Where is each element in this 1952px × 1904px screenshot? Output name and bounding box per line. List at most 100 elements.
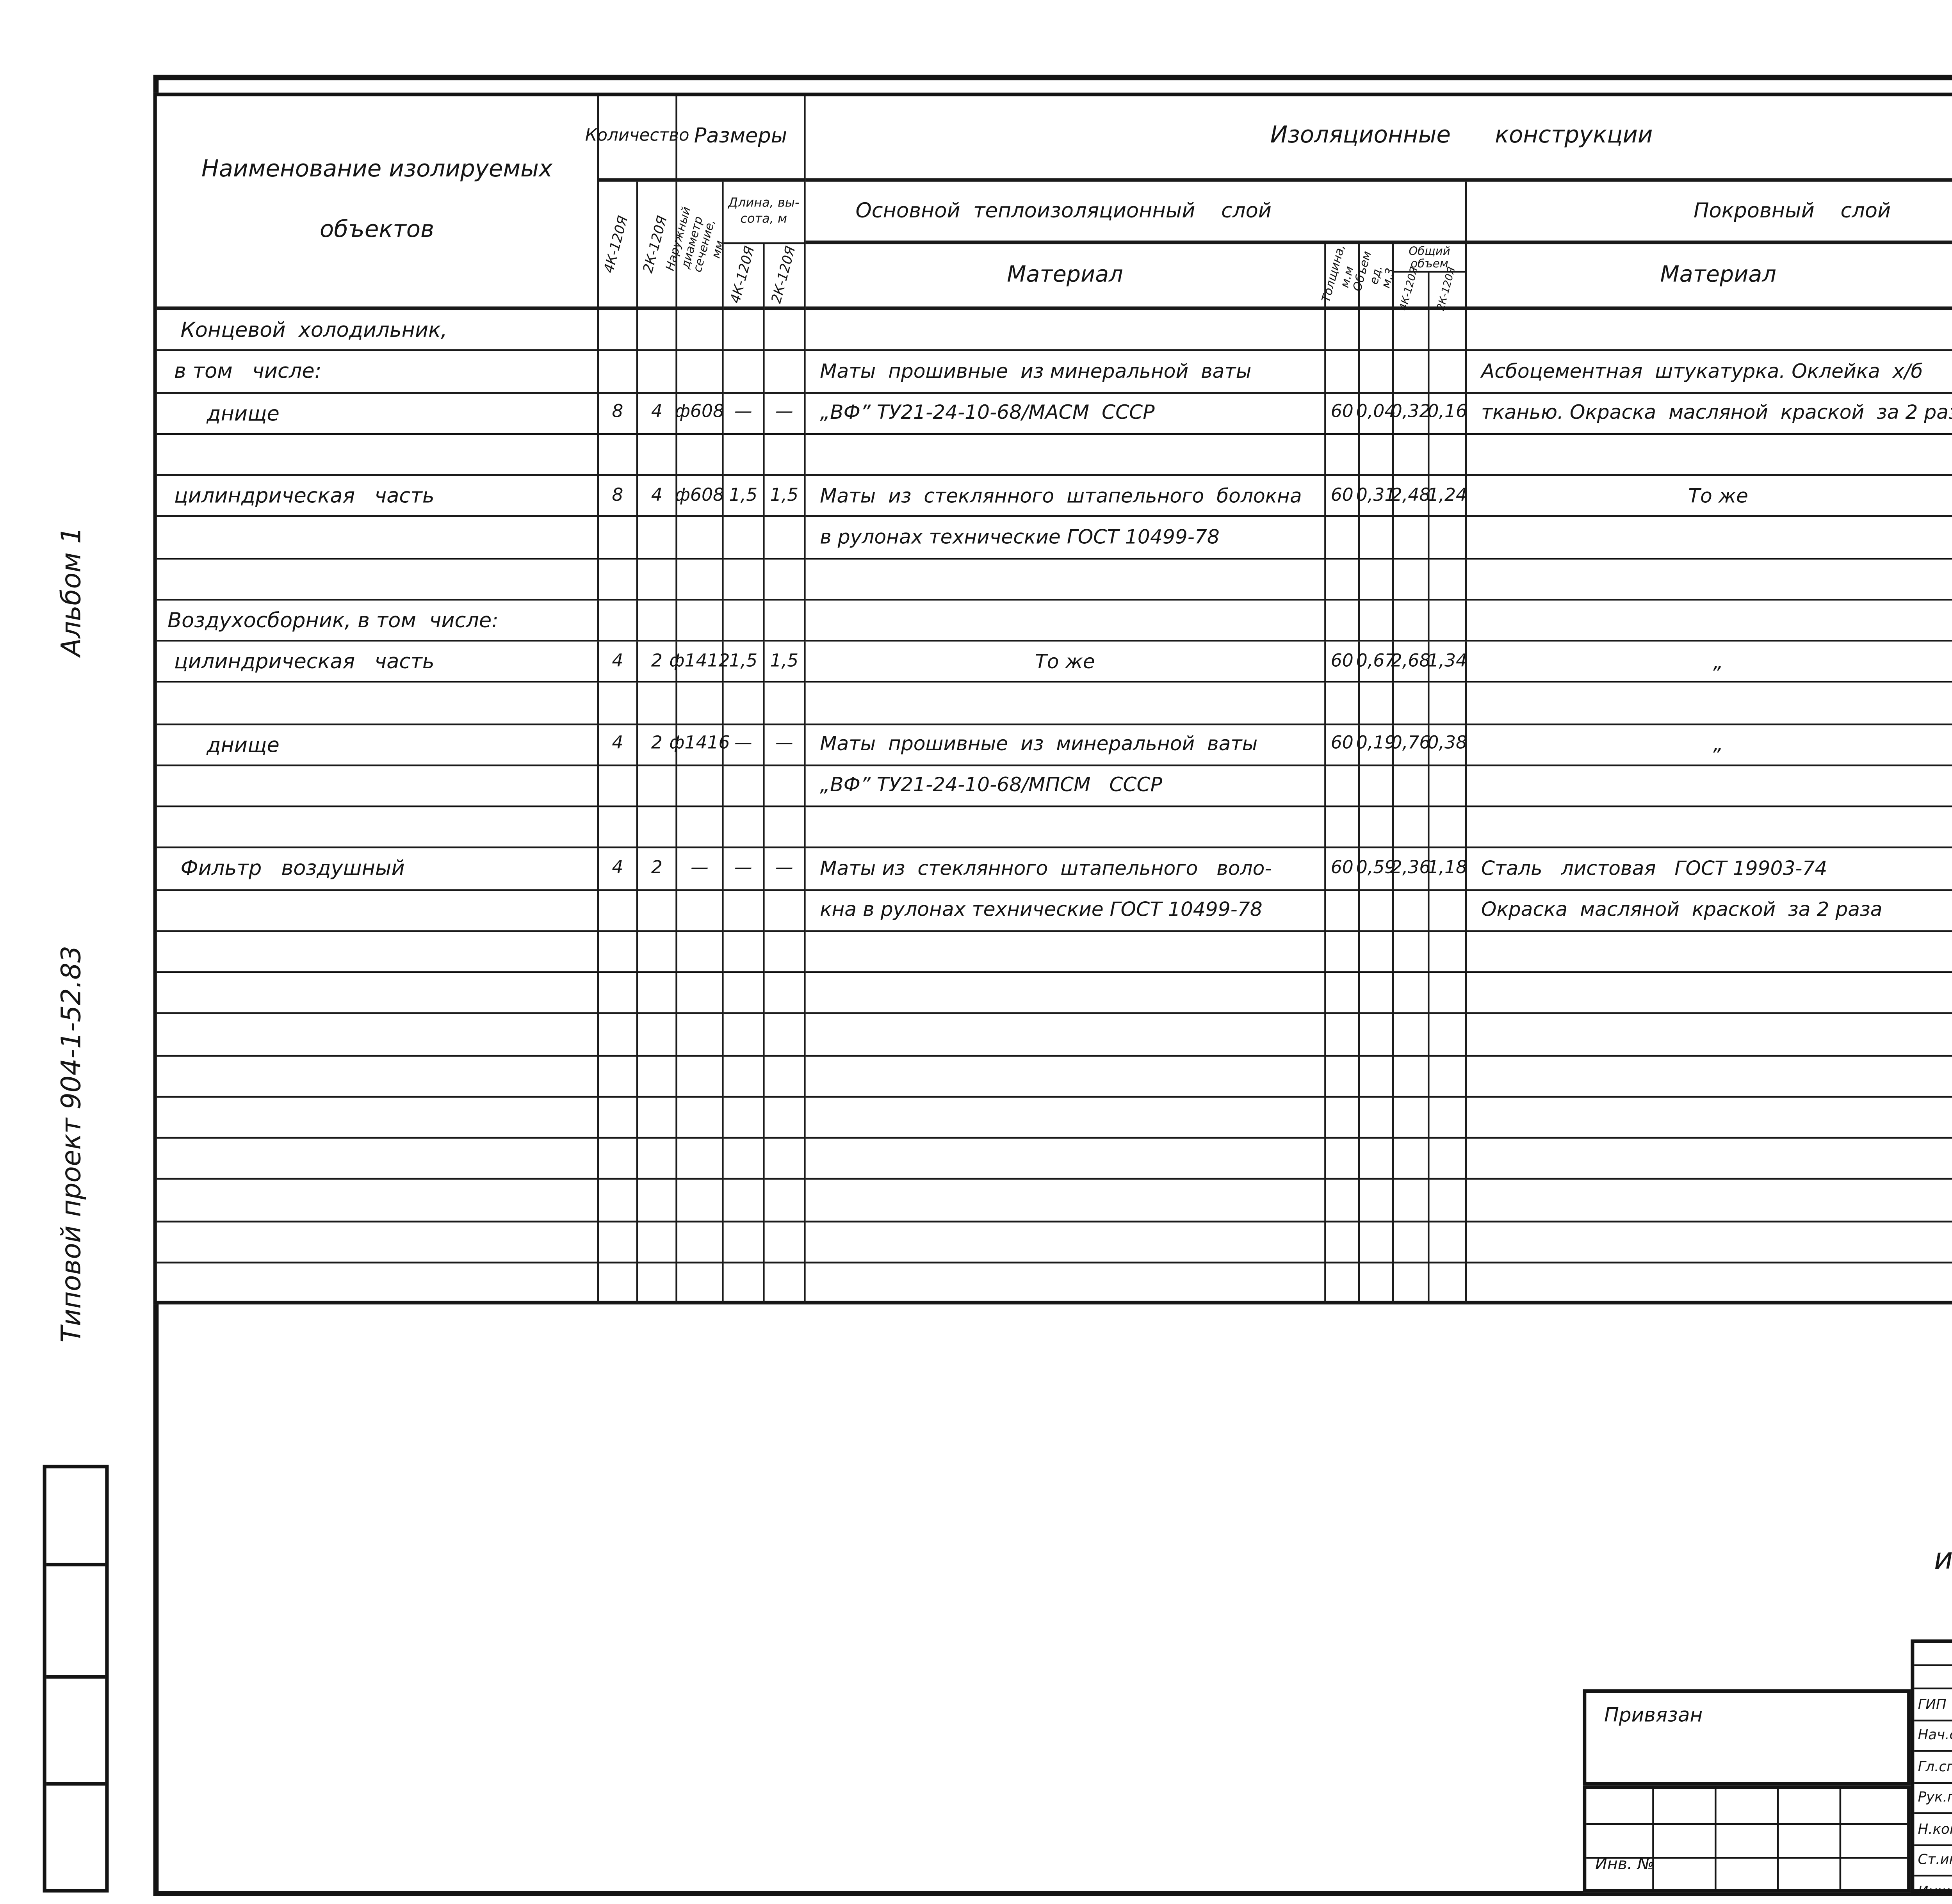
cell-dia-line-18 (677, 1014, 724, 1056)
cell-mat2-line-22 (1467, 1180, 1952, 1222)
cell-t1-line-24 (1326, 1263, 1360, 1304)
cell-mat1-line-12: „ВФ” ТУ21-24-10-68/МПСМ СССР (805, 766, 1326, 808)
cell-tv2-line-3: 0,16 (1427, 393, 1467, 434)
cell-tv2-line-16 (1429, 931, 1467, 973)
cell-q4-line-22 (599, 1180, 638, 1222)
cell-t1-line-1 (1326, 310, 1360, 352)
cell-t1-line-7 (1326, 559, 1360, 600)
cell-name-line-23 (157, 1221, 599, 1263)
cell-tv4-line-8 (1394, 600, 1430, 642)
cell-l2-line-8 (764, 600, 806, 642)
cell-mat2-line-24 (1467, 1263, 1952, 1304)
cell-tv2-line-11: 0,38 (1427, 724, 1467, 766)
cell-dia-line-11: ф1416 (669, 724, 730, 766)
cell-t1-line-9: 60 (1326, 641, 1360, 683)
cell-l4-line-14: — (723, 849, 765, 890)
cell-mat1-line-7 (805, 559, 1326, 600)
cell-l2-line-22 (764, 1180, 806, 1222)
col-header-quantity: Количество (585, 96, 689, 182)
cell-name-line-14: Фильтр воздушный (157, 849, 599, 890)
cell-mat1-line-17 (805, 973, 1326, 1014)
cell-q2-line-7 (638, 559, 677, 600)
cell-l4-line-18 (723, 1014, 765, 1056)
cell-mat2-line-19 (1467, 1056, 1952, 1098)
grid-line (1715, 1789, 1717, 1889)
cell-l4-line-8 (723, 600, 765, 642)
col-header-name: Наименование изолируемых объектов (157, 96, 599, 310)
cell-q4-line-18 (599, 1014, 638, 1056)
cell-mat1-line-23 (805, 1221, 1326, 1263)
cell-q2-line-19 (638, 1056, 677, 1098)
cell-q2-line-11: 2 (638, 724, 677, 766)
cell-l4-line-21 (723, 1139, 765, 1180)
cell-dia-line-2 (677, 351, 724, 393)
cell-mat1-line-21 (805, 1139, 1326, 1180)
col-header-thickness-main: Толщина, м.м (1320, 243, 1360, 310)
cell-v1-line-13 (1360, 807, 1394, 849)
cell-q4-line-20 (599, 1097, 638, 1139)
cell-dia-line-24 (677, 1263, 724, 1304)
cell-q4-line-5: 8 (599, 475, 638, 518)
insulation-table: Наименование изолируемых объектов Количе… (153, 93, 1952, 1304)
cell-v1-line-14: 0,59 (1356, 849, 1396, 890)
cell-tv2-line-14: 1,18 (1427, 849, 1467, 890)
cell-q2-line-4 (638, 434, 677, 476)
cell-t1-line-5: 60 (1326, 475, 1360, 518)
cell-t1-line-10 (1326, 683, 1360, 724)
cell-t1-line-14: 60 (1326, 849, 1360, 890)
cell-tv2-line-12 (1429, 766, 1467, 808)
cell-l2-line-5: 1,5 (764, 475, 806, 518)
title-block-note-left: Привязан (1583, 1689, 1911, 1786)
sig-role (1914, 1643, 1952, 1664)
cell-dia-line-14: — (677, 849, 724, 890)
cell-mat2-line-18 (1467, 1014, 1952, 1056)
margin-stamp-boxes (43, 1464, 109, 1893)
tv-4k-text: 4К-120Я (1399, 266, 1421, 313)
cell-mat2-line-3: тканью. Окраска масляной краской за 2 ра… (1467, 393, 1952, 434)
cell-v1-line-24 (1360, 1263, 1394, 1304)
cell-tv4-line-15 (1394, 890, 1430, 932)
cell-mat1-line-22 (805, 1180, 1326, 1222)
cell-t1-line-11: 60 (1326, 724, 1360, 766)
margin-project-label: Типовой проект 904-1-52.83 (53, 913, 89, 1376)
cell-tv4-line-5: 2,48 (1391, 475, 1430, 518)
cell-l2-line-13 (764, 807, 806, 849)
cell-q2-line-23 (638, 1221, 677, 1263)
cell-q4-line-21 (599, 1139, 638, 1180)
cell-dia-line-5: ф608 (675, 475, 724, 518)
cell-dia-line-8 (677, 600, 724, 642)
cell-v1-line-6 (1360, 517, 1394, 559)
cell-l2-line-2 (764, 351, 806, 393)
cell-q4-line-10 (599, 683, 638, 724)
cell-q4-line-15 (599, 890, 638, 932)
col-header-volume-unit: Объем ед. м.3 (1350, 244, 1397, 310)
cell-t1-line-6 (1326, 517, 1360, 559)
cell-dia-line-22 (677, 1180, 724, 1222)
cell-l2-line-19 (764, 1056, 806, 1098)
cell-tv4-line-4 (1394, 434, 1430, 476)
cell-l2-line-12 (764, 766, 806, 808)
cell-v1-line-10 (1360, 683, 1394, 724)
cell-mat2-line-9: „ (1467, 642, 1952, 683)
cell-tv4-line-19 (1394, 1056, 1430, 1098)
cell-tv4-line-20 (1394, 1097, 1430, 1139)
cell-t1-line-3: 60 (1326, 393, 1360, 434)
material-main-text: Материал (1007, 260, 1123, 287)
cell-v1-line-15 (1360, 890, 1394, 932)
cell-tv4-line-16 (1394, 931, 1430, 973)
cell-l2-line-24 (764, 1263, 806, 1304)
cell-mat1-line-24 (805, 1263, 1326, 1304)
cell-t1-line-23 (1326, 1221, 1360, 1263)
cell-dia-line-19 (677, 1056, 724, 1098)
col-header-qty-2k: 2К-120Я (638, 182, 677, 310)
cell-mat1-line-19 (805, 1056, 1326, 1098)
cell-mat1-line-4 (805, 434, 1326, 476)
title-block-revision-grid (1583, 1785, 1911, 1893)
cell-mat2-line-6 (1467, 517, 1952, 559)
signature-row-empty (1914, 1643, 1952, 1666)
cell-q4-line-1 (599, 310, 638, 352)
cell-tv4-line-12 (1394, 766, 1430, 808)
cell-dia-line-21 (677, 1139, 724, 1180)
